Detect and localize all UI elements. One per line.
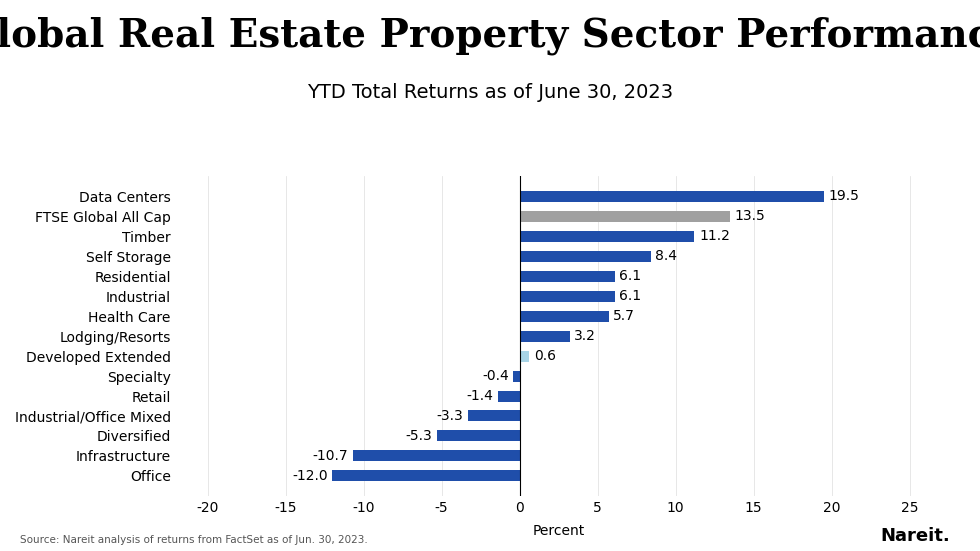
Bar [519, 191, 824, 202]
Text: -0.4: -0.4 [482, 369, 509, 383]
X-axis label: Percent: Percent [532, 524, 585, 538]
Text: 19.5: 19.5 [828, 190, 859, 203]
Bar [519, 231, 694, 242]
Text: -12.0: -12.0 [292, 469, 327, 483]
Text: Nareit.: Nareit. [881, 527, 951, 545]
Text: Source: Nareit analysis of returns from FactSet as of Jun. 30, 2023.: Source: Nareit analysis of returns from … [20, 536, 368, 545]
Bar [519, 211, 730, 222]
Text: 13.5: 13.5 [735, 209, 765, 223]
Bar [514, 371, 519, 381]
Text: 11.2: 11.2 [699, 229, 730, 244]
Bar [519, 271, 614, 282]
Text: -5.3: -5.3 [406, 429, 432, 443]
Bar [437, 430, 519, 441]
Text: Global Real Estate Property Sector Performance: Global Real Estate Property Sector Perfo… [0, 17, 980, 55]
Bar [519, 291, 614, 301]
Bar [498, 391, 519, 402]
Bar [353, 450, 519, 461]
Bar [468, 410, 519, 422]
Text: 3.2: 3.2 [574, 329, 596, 343]
Text: 0.6: 0.6 [534, 349, 556, 363]
Bar [332, 471, 519, 482]
Text: 6.1: 6.1 [619, 269, 642, 283]
Bar [519, 350, 529, 361]
Text: -3.3: -3.3 [437, 409, 464, 423]
Text: 8.4: 8.4 [656, 249, 677, 263]
Bar [519, 251, 651, 262]
Text: -10.7: -10.7 [313, 449, 348, 463]
Text: 6.1: 6.1 [619, 289, 642, 303]
Text: YTD Total Returns as of June 30, 2023: YTD Total Returns as of June 30, 2023 [307, 83, 673, 101]
Text: -1.4: -1.4 [466, 389, 493, 403]
Bar [519, 311, 609, 322]
Bar [519, 331, 569, 342]
Text: 5.7: 5.7 [613, 309, 635, 323]
